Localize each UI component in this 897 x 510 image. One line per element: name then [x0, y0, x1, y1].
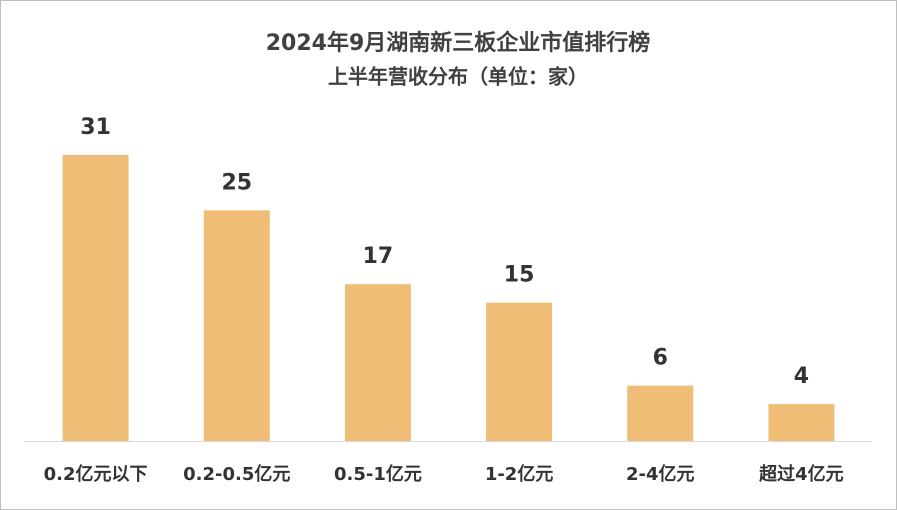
bar [486, 302, 553, 441]
chart-subtitle: 上半年营收分布（单位：家） [328, 65, 588, 89]
x-tick-label: 2-4亿元 [626, 463, 695, 485]
data-label: 6 [653, 346, 668, 371]
x-tick-label: 0.5-1亿元 [334, 463, 422, 485]
x-tick-label: 1-2亿元 [485, 463, 554, 485]
bar [203, 210, 270, 441]
x-tick-label: 超过4亿元 [759, 463, 844, 485]
bar [62, 155, 129, 441]
data-label: 25 [221, 170, 252, 195]
data-label: 31 [80, 115, 111, 140]
bar [768, 404, 835, 441]
chart-title: 2024年9月湖南新三板企业市值排行榜 [266, 30, 651, 56]
bar [627, 385, 694, 441]
bar [344, 284, 411, 441]
x-tick-label: 0.2亿元以下 [44, 463, 148, 485]
data-label: 15 [504, 263, 535, 288]
data-label: 17 [363, 244, 394, 269]
x-tick-label: 0.2-0.5亿元 [183, 463, 290, 485]
data-label: 4 [794, 364, 809, 389]
